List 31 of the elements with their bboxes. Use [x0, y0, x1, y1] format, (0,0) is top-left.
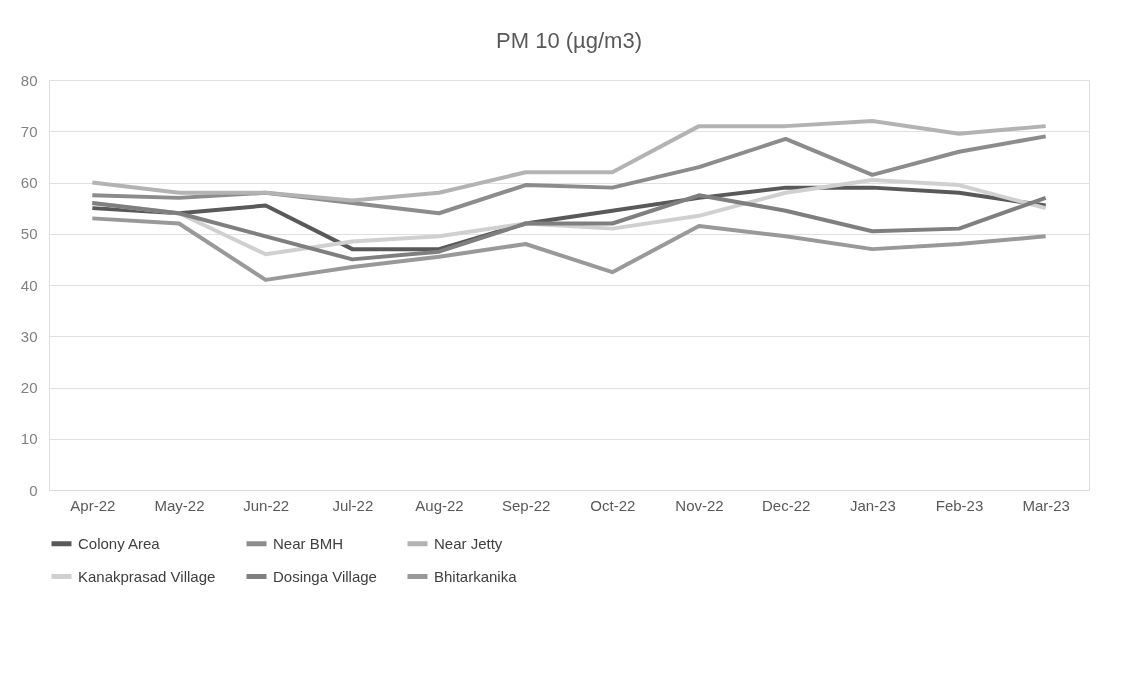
x-tick-label: Feb-23: [935, 496, 984, 514]
y-tick-label: 40: [20, 276, 38, 294]
y-tick-label: 10: [20, 430, 38, 448]
x-tick-label: Sep-22: [501, 496, 551, 514]
legend-label: Kanakprasad Village: [78, 567, 216, 585]
y-tick-label: 70: [20, 122, 38, 140]
line-series: [90, 119, 1048, 203]
line-series: [90, 193, 1048, 262]
x-tick-label: Mar-23: [1022, 496, 1070, 514]
y-tick-label: 50: [20, 225, 38, 243]
x-tick-label: Dec-22: [761, 496, 811, 514]
legend-label: Dosinga Village: [273, 567, 377, 585]
y-tick-label: 0: [29, 481, 38, 499]
y-tick-label: 30: [20, 327, 38, 345]
legend-label: Near Jetty: [434, 534, 503, 552]
x-tick-label: May-22: [154, 496, 205, 514]
y-tick-label: 60: [20, 174, 38, 191]
legend-label: Bhitarkanika: [434, 567, 518, 585]
x-tick-label: Jun-22: [243, 496, 290, 514]
x-tick-label: Apr-22: [70, 496, 116, 514]
legend-label: Near BMH: [273, 534, 344, 552]
x-tick-label: Jan-23: [849, 496, 896, 514]
y-tick-label: 80: [20, 71, 38, 89]
x-tick-label: Aug-22: [415, 496, 464, 514]
chart-title: PM 10 (µg/m3): [496, 28, 642, 53]
legend-label: Colony Area: [78, 534, 161, 552]
x-tick-label: Jul-22: [332, 496, 374, 514]
line-series: [90, 216, 1048, 282]
x-tick-label: Oct-22: [590, 496, 636, 514]
y-tick-label: 20: [20, 379, 38, 396]
x-tick-label: Nov-22: [675, 496, 724, 514]
